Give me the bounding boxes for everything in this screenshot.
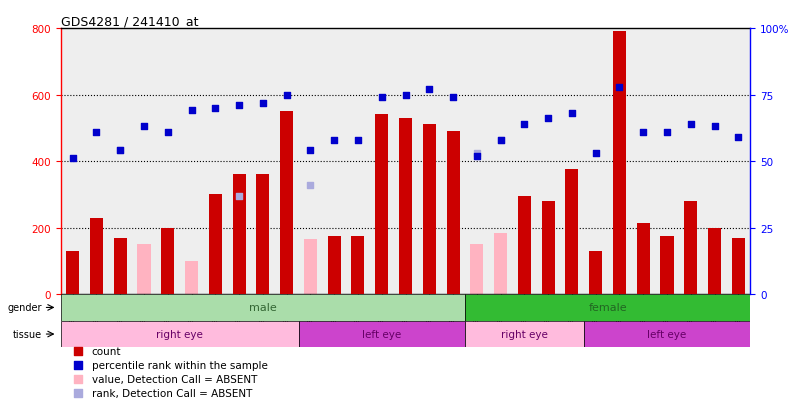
Text: rank, Detection Call = ABSENT: rank, Detection Call = ABSENT xyxy=(92,388,252,398)
Text: tissue: tissue xyxy=(12,329,41,339)
Bar xyxy=(208,195,222,294)
Bar xyxy=(351,236,364,294)
Point xyxy=(637,129,650,136)
Bar xyxy=(185,261,198,294)
Bar xyxy=(637,223,650,294)
Point xyxy=(470,153,483,160)
Bar xyxy=(708,228,721,294)
Point xyxy=(494,137,507,144)
Point xyxy=(71,390,84,396)
Point xyxy=(613,84,626,90)
Bar xyxy=(465,294,750,321)
Point xyxy=(233,102,246,109)
Bar xyxy=(328,266,341,294)
Text: right eye: right eye xyxy=(157,329,203,339)
Bar xyxy=(447,132,460,294)
Point xyxy=(470,150,483,157)
Bar xyxy=(684,202,697,294)
Bar xyxy=(399,119,412,294)
Bar xyxy=(256,175,269,294)
Point xyxy=(542,116,555,123)
Point xyxy=(71,376,84,383)
Text: left eye: left eye xyxy=(647,329,687,339)
Point xyxy=(114,148,127,154)
Bar xyxy=(67,251,79,294)
Point xyxy=(90,129,103,136)
Point xyxy=(209,105,222,112)
Point xyxy=(233,193,246,199)
Text: gender: gender xyxy=(7,303,41,313)
Point xyxy=(684,121,697,128)
Point xyxy=(565,111,578,117)
Point xyxy=(447,95,460,101)
Text: GDS4281 / 241410_at: GDS4281 / 241410_at xyxy=(61,15,199,28)
Bar xyxy=(375,115,388,294)
Point xyxy=(71,362,84,368)
Text: right eye: right eye xyxy=(501,329,547,339)
Bar xyxy=(114,238,127,294)
Point xyxy=(660,129,673,136)
Point xyxy=(304,148,317,154)
Point xyxy=(375,95,388,101)
Text: left eye: left eye xyxy=(362,329,401,339)
Bar xyxy=(138,244,151,294)
Point xyxy=(67,156,79,162)
Point xyxy=(423,87,436,93)
Point xyxy=(399,92,412,99)
Point xyxy=(185,108,198,114)
Bar xyxy=(90,218,103,294)
Point xyxy=(708,124,721,131)
Point xyxy=(328,137,341,144)
Bar xyxy=(233,175,246,294)
Bar xyxy=(660,236,673,294)
Point xyxy=(494,137,507,144)
Bar xyxy=(304,240,317,294)
Point xyxy=(304,182,317,189)
Bar xyxy=(494,233,507,294)
Bar xyxy=(61,294,465,321)
Text: percentile rank within the sample: percentile rank within the sample xyxy=(92,360,268,370)
Bar xyxy=(517,197,531,294)
Bar xyxy=(298,321,465,347)
Point xyxy=(589,150,602,157)
Point xyxy=(256,100,269,107)
Bar xyxy=(61,321,298,347)
Bar xyxy=(589,251,603,294)
Bar xyxy=(470,244,483,294)
Text: female: female xyxy=(588,303,627,313)
Bar xyxy=(161,228,174,294)
Point xyxy=(138,124,151,131)
Bar xyxy=(465,321,584,347)
Bar xyxy=(423,125,436,294)
Bar xyxy=(613,32,626,294)
Bar xyxy=(732,238,744,294)
Point xyxy=(114,148,127,154)
Point xyxy=(351,137,364,144)
Bar xyxy=(328,236,341,294)
Text: male: male xyxy=(249,303,277,313)
Bar xyxy=(542,202,555,294)
Text: value, Detection Call = ABSENT: value, Detection Call = ABSENT xyxy=(92,374,257,385)
Point xyxy=(732,135,744,141)
Point xyxy=(518,121,531,128)
Bar xyxy=(584,321,750,347)
Text: count: count xyxy=(92,346,122,356)
Bar xyxy=(565,170,578,294)
Bar xyxy=(280,112,294,294)
Point xyxy=(71,347,84,354)
Point xyxy=(161,129,174,136)
Point xyxy=(280,92,293,99)
